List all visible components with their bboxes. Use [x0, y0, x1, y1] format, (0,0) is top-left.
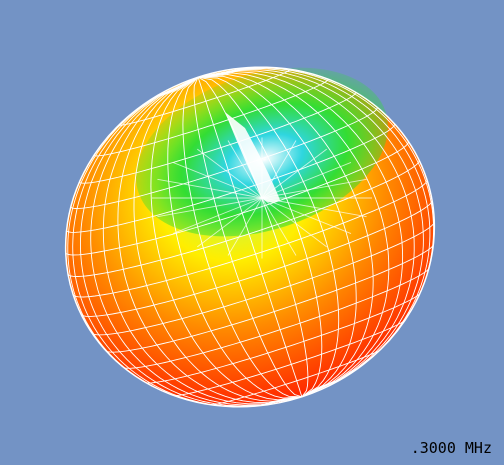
mesh-line	[198, 68, 424, 398]
mesh-line	[197, 77, 303, 397]
mesh-line	[72, 76, 302, 408]
mesh-line	[198, 76, 323, 398]
pattern-surface	[64, 66, 436, 408]
mesh-line	[80, 76, 302, 407]
mesh-line	[90, 76, 302, 406]
mesh-line	[172, 197, 263, 235]
mesh-line	[261, 178, 367, 199]
mesh-line	[167, 76, 302, 399]
mesh-line	[198, 71, 404, 398]
mesh-line	[198, 76, 340, 398]
mesh-line	[198, 69, 415, 398]
frequency-label: .3000 MHz	[410, 439, 492, 457]
mesh-line	[197, 197, 263, 248]
mesh-line	[102, 76, 302, 405]
mesh-line	[157, 178, 263, 199]
mesh-line	[133, 76, 302, 402]
mesh-line	[198, 72, 390, 398]
mesh-line	[227, 197, 263, 256]
mesh-line	[117, 76, 302, 404]
mesh-line	[261, 197, 367, 218]
mesh-line	[198, 68, 431, 398]
mesh-line	[261, 161, 352, 199]
mesh-line	[261, 148, 327, 199]
mesh-line	[261, 197, 297, 256]
mesh-line	[197, 148, 263, 199]
mesh-line	[193, 77, 303, 398]
mesh-line	[198, 75, 357, 398]
mesh-line	[261, 140, 297, 199]
mesh-line	[261, 197, 352, 235]
mesh-line	[227, 140, 263, 199]
mesh-line	[182, 76, 302, 398]
mesh-line	[261, 197, 327, 248]
pattern-mesh	[65, 67, 435, 408]
mesh-line	[150, 76, 302, 401]
mesh-line	[197, 76, 309, 398]
mesh-line	[172, 161, 263, 199]
mesh-line	[157, 197, 263, 218]
